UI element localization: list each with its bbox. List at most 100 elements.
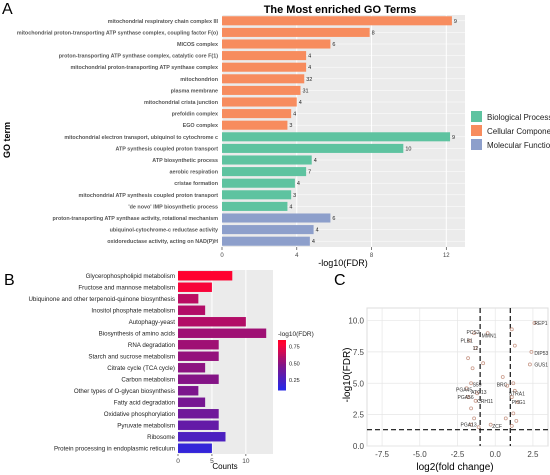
volcano-point [469, 406, 473, 411]
kegg-x-tick-label: 5 [210, 458, 214, 465]
go-legend-swatch [471, 111, 482, 122]
go-count-label: 4 [316, 228, 319, 234]
kegg-colorbar-segment [278, 360, 286, 363]
kegg-colorbar-segment [278, 354, 286, 357]
volcano-gridlines [367, 308, 548, 447]
kegg-pathway-label: Oxidative phosphorylation [104, 411, 176, 418]
go-count-label: 4 [299, 100, 302, 106]
panel-letter-c: C [334, 272, 346, 289]
volcano-point [488, 422, 493, 427]
volcano-gene-label: ZCF [492, 424, 502, 430]
kegg-colorbar-tick: 0.25 [289, 378, 300, 384]
volcano-point [529, 350, 534, 354]
go-bar [222, 27, 370, 37]
volcano-point [503, 416, 508, 421]
go-bar [222, 236, 310, 246]
go-x-ticks: 0 4 8 12 [220, 247, 450, 259]
kegg-colorbar-segment [278, 350, 286, 353]
go-bar [222, 225, 314, 235]
go-term-label: mitochondrial proton-transporting ATP sy… [70, 65, 218, 71]
kegg-colorbar-segment [278, 348, 286, 351]
volcano-gene-label: ATG13 [471, 390, 487, 396]
volcano-y-tick-label: 5.0 [353, 379, 365, 388]
kegg-pathway-label: Other types of O-glycan biosynthesis [74, 388, 175, 395]
kegg-colorbar-segment [278, 372, 286, 375]
volcano-gene-label: DIP53 [534, 351, 548, 357]
kegg-pathway-label: Fatty acid degradation [114, 400, 176, 407]
kegg-colorbar-segment [278, 352, 286, 355]
go-term-label: mitochondrial respiratory chain complex … [108, 19, 219, 25]
go-term-label: proton-transporting ATP synthase activit… [53, 216, 219, 222]
go-count-label: 10 [405, 146, 411, 152]
kegg-x-axis-label: Counts [212, 462, 237, 471]
go-count-label: 4 [308, 65, 311, 71]
kegg-bar [178, 294, 199, 304]
go-term-label: plasma membrane [171, 88, 218, 94]
kegg-x-tick-label: 0 [176, 458, 180, 465]
volcano-gene-label: STRA1 [509, 391, 525, 397]
go-term-label: oxidoreductase activity, acting on NAD(P… [107, 239, 218, 245]
kegg-colorbar-segment [278, 384, 286, 387]
kegg-bar [178, 363, 206, 373]
kegg-colorbar-segment [278, 376, 286, 379]
volcano-points [464, 321, 537, 430]
panel-b-kegg: Glycerophospholipid metabolism Fructose a… [28, 270, 314, 471]
go-chart-title: The Most enriched GO Terms [264, 4, 417, 16]
volcano-point [469, 422, 473, 427]
go-term-label: 'de novo' IMP biosynthetic process [128, 204, 218, 210]
volcano-y-tick-label: 10.0 [348, 317, 364, 326]
kegg-colorbar-segment [278, 388, 286, 391]
kegg-colorbar-segment [278, 374, 286, 377]
volcano-point [512, 388, 517, 393]
kegg-colorbar-title: -log10(FDR) [278, 331, 314, 338]
go-bars: mitochondrial respiratory chain complex … [17, 16, 457, 246]
volcano-gene-label: PHG1 [512, 400, 526, 406]
kegg-bar [178, 328, 267, 338]
go-count-label: 7 [308, 170, 311, 176]
volcano-x-tick-label: 2.5 [527, 450, 539, 459]
go-legend-swatch [471, 125, 482, 136]
panel-letter-b: B [4, 272, 15, 289]
volcano-gene-label: PCS2 [467, 330, 480, 336]
go-bar [222, 155, 312, 165]
kegg-bar [178, 305, 206, 315]
kegg-colorbar-tick: 0.50 [289, 361, 300, 367]
go-legend-entry: Biological Process [487, 113, 550, 122]
go-bar [222, 74, 305, 84]
volcano-thresholds [367, 308, 548, 446]
go-term-label: ATP synthesis coupled proton transport [115, 146, 218, 152]
volcano-point [472, 331, 476, 335]
volcano-y-tick-label: 2.5 [353, 411, 365, 420]
kegg-colorbar: -log10(FDR) 0.75 0.50 0.25 [278, 331, 314, 391]
kegg-colorbar-segment [278, 362, 286, 365]
kegg-pathway-label: Pyruvate metabolism [117, 423, 175, 430]
volcano-point [509, 424, 514, 428]
volcano-point [469, 381, 473, 386]
go-bar [222, 16, 452, 26]
volcano-x-tick-label: -2.5 [451, 450, 465, 459]
kegg-bar [178, 443, 212, 453]
go-count-label: 32 [306, 77, 312, 83]
go-bar [222, 201, 288, 211]
go-count-label: 6 [332, 42, 335, 48]
go-bar [222, 85, 301, 95]
volcano-point [464, 386, 469, 391]
volcano-point [515, 400, 520, 404]
kegg-colorbar-segment [278, 370, 286, 373]
volcano-y-tick-label: 7.5 [353, 348, 365, 357]
volcano-gene-label: 12 [473, 346, 479, 352]
volcano-point [505, 383, 510, 388]
go-plot-background [222, 15, 465, 247]
panel-letter-a: A [2, 1, 13, 18]
volcano-x-tick-label: -5.0 [413, 450, 427, 459]
kegg-bar [178, 397, 206, 407]
kegg-bar [178, 351, 219, 361]
kegg-pathway-label: Ribosome [147, 434, 175, 441]
kegg-pathway-label: Fructose and mannose metabolism [78, 285, 175, 292]
go-term-label: EGO complex [183, 123, 218, 129]
kegg-x-ticks: 0 5 10 [176, 454, 250, 465]
volcano-gene-label: PLB1 [461, 339, 473, 345]
kegg-bar [178, 420, 219, 430]
kegg-bar [178, 374, 219, 384]
